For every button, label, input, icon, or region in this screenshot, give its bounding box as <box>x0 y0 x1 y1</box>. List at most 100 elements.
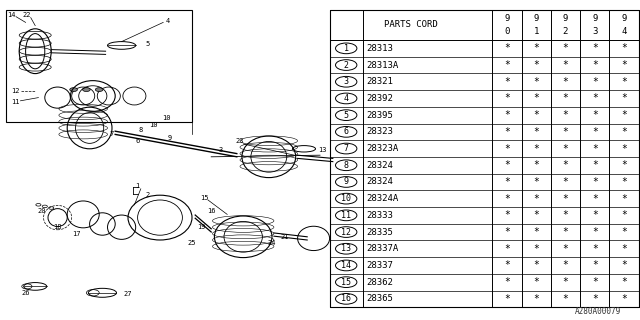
Circle shape <box>335 277 357 287</box>
Text: *: * <box>533 127 539 137</box>
Text: *: * <box>504 194 510 204</box>
Bar <box>0 6 326 320</box>
Text: *: * <box>533 260 539 270</box>
Text: 14: 14 <box>7 12 16 18</box>
Text: 9: 9 <box>621 14 627 23</box>
Ellipse shape <box>83 88 90 92</box>
Text: *: * <box>621 210 627 220</box>
Circle shape <box>335 126 357 137</box>
Circle shape <box>335 177 357 187</box>
Text: 28337: 28337 <box>366 261 393 270</box>
Text: 2: 2 <box>344 60 349 69</box>
Text: 28313: 28313 <box>366 44 393 53</box>
Text: 28313A: 28313A <box>366 60 398 69</box>
Text: 13: 13 <box>341 244 351 253</box>
Text: 2: 2 <box>563 27 568 36</box>
Text: 28324A: 28324A <box>366 194 398 203</box>
Text: *: * <box>563 93 568 103</box>
Text: *: * <box>533 110 539 120</box>
Text: 4: 4 <box>621 27 627 36</box>
Circle shape <box>335 244 357 254</box>
Text: *: * <box>563 60 568 70</box>
Text: *: * <box>533 77 539 87</box>
Text: 22: 22 <box>22 12 31 18</box>
Text: *: * <box>563 160 568 170</box>
Text: *: * <box>592 77 598 87</box>
Text: 9: 9 <box>504 14 509 23</box>
Text: 9: 9 <box>534 14 539 23</box>
Circle shape <box>335 93 357 104</box>
Text: 18: 18 <box>53 224 62 230</box>
Text: *: * <box>592 294 598 304</box>
Text: *: * <box>533 277 539 287</box>
Text: 28362: 28362 <box>366 278 393 287</box>
Text: *: * <box>621 77 627 87</box>
Text: 28365: 28365 <box>366 294 393 303</box>
Circle shape <box>335 143 357 154</box>
Text: 25: 25 <box>188 240 196 246</box>
Text: *: * <box>533 227 539 237</box>
Text: 11: 11 <box>12 100 20 105</box>
Text: *: * <box>563 43 568 53</box>
Text: 11: 11 <box>341 211 351 220</box>
Text: *: * <box>504 227 510 237</box>
Circle shape <box>335 60 357 70</box>
Text: *: * <box>621 194 627 204</box>
Text: *: * <box>533 177 539 187</box>
Text: 1: 1 <box>136 183 140 188</box>
Text: *: * <box>592 43 598 53</box>
Text: 4: 4 <box>344 94 349 103</box>
Text: *: * <box>504 277 510 287</box>
Text: *: * <box>563 244 568 254</box>
Text: *: * <box>563 210 568 220</box>
Text: 7: 7 <box>344 144 349 153</box>
Text: *: * <box>592 93 598 103</box>
Text: *: * <box>592 244 598 254</box>
Text: *: * <box>504 127 510 137</box>
Text: *: * <box>504 110 510 120</box>
Text: *: * <box>504 244 510 254</box>
Text: 3: 3 <box>344 77 349 86</box>
Text: *: * <box>592 177 598 187</box>
Text: *: * <box>563 194 568 204</box>
Text: *: * <box>621 260 627 270</box>
Text: 15: 15 <box>200 196 209 201</box>
Text: 28323: 28323 <box>366 127 393 136</box>
Text: 21: 21 <box>280 234 289 240</box>
Text: 28321: 28321 <box>366 77 393 86</box>
Circle shape <box>335 160 357 171</box>
Text: PARTS CORD: PARTS CORD <box>384 20 438 29</box>
Text: *: * <box>504 294 510 304</box>
Text: *: * <box>621 277 627 287</box>
Text: 8: 8 <box>344 161 349 170</box>
Text: *: * <box>592 194 598 204</box>
Text: 26: 26 <box>21 290 30 296</box>
Text: 24: 24 <box>268 240 276 246</box>
Bar <box>6 10 192 122</box>
Text: *: * <box>533 160 539 170</box>
Text: 28333: 28333 <box>366 211 393 220</box>
Text: *: * <box>504 160 510 170</box>
Text: *: * <box>563 177 568 187</box>
Text: 3: 3 <box>592 27 598 36</box>
Text: 28392: 28392 <box>366 94 393 103</box>
Text: *: * <box>563 277 568 287</box>
Circle shape <box>335 227 357 237</box>
Circle shape <box>335 76 357 87</box>
Text: *: * <box>563 110 568 120</box>
Text: 23: 23 <box>236 138 244 144</box>
Text: 28324: 28324 <box>366 178 393 187</box>
Text: *: * <box>504 43 510 53</box>
Text: *: * <box>563 260 568 270</box>
Text: 10: 10 <box>149 122 158 128</box>
Text: 1: 1 <box>534 27 539 36</box>
Text: *: * <box>504 210 510 220</box>
Text: 12: 12 <box>12 88 20 94</box>
Text: *: * <box>621 160 627 170</box>
Text: *: * <box>621 127 627 137</box>
Text: *: * <box>533 210 539 220</box>
Text: *: * <box>621 93 627 103</box>
Text: 6: 6 <box>344 127 349 136</box>
Text: *: * <box>533 244 539 254</box>
Text: 15: 15 <box>341 278 351 287</box>
